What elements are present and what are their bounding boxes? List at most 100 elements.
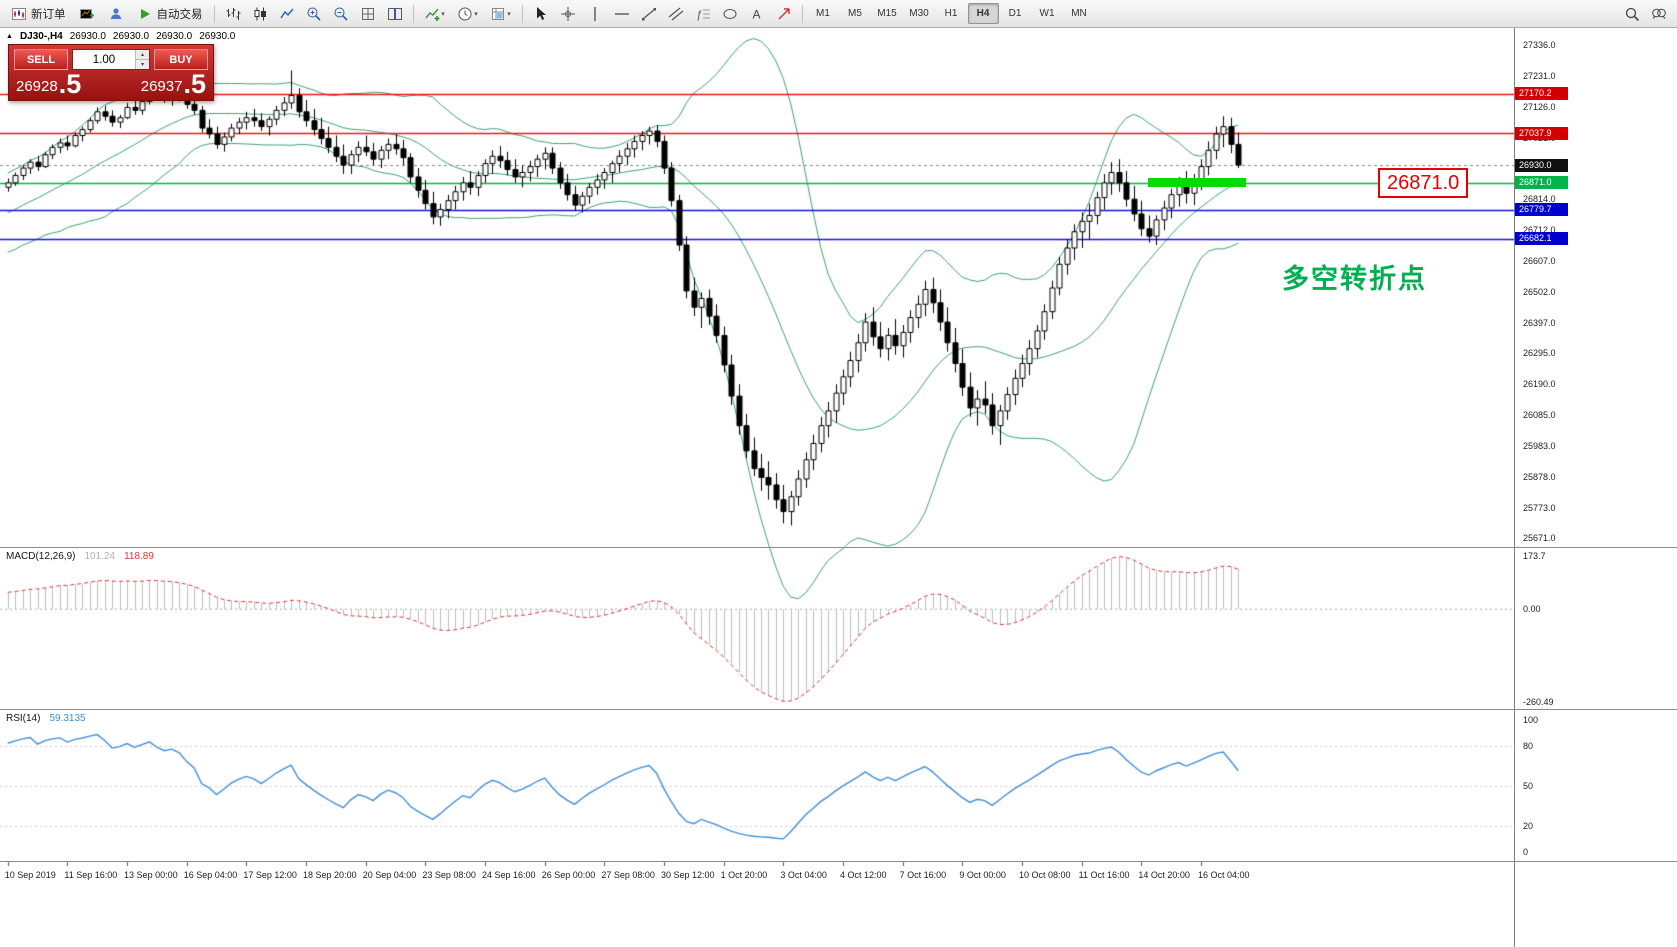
autotrading-button[interactable]: 自动交易	[131, 2, 209, 26]
symbol-header: ▲ DJ30-,H4 26930.0 26930.0 26930.0 26930…	[6, 31, 235, 42]
timeframe-m30-button[interactable]: M30	[909, 8, 929, 19]
time-label: 7 Oct 16:00	[899, 870, 947, 880]
zoom-in-button[interactable]	[301, 2, 327, 26]
time-label: 3 Oct 04:00	[780, 870, 827, 880]
crosshair-button[interactable]	[555, 2, 581, 26]
crosshair-icon	[560, 6, 576, 22]
lot-input[interactable]	[73, 50, 135, 69]
tile-windows-button[interactable]	[382, 2, 408, 26]
time-label: 9 Oct 00:00	[959, 870, 1006, 880]
price-tag[interactable]: 26682.1	[1515, 232, 1568, 246]
time-label: 23 Sep 08:00	[422, 870, 476, 880]
macd-axis-label: 0.00	[1523, 604, 1541, 615]
channel-button[interactable]	[663, 2, 689, 26]
new-order-button[interactable]: 新订单	[5, 2, 72, 26]
rsi-title: RSI(14)	[6, 713, 41, 724]
arrow-label-button[interactable]	[771, 2, 797, 26]
templates-button[interactable]: ▾	[485, 2, 517, 26]
toolbar-separator	[521, 4, 523, 23]
price-tick: 26607.0	[1523, 255, 1556, 266]
rsi-axis-label: 20	[1523, 820, 1534, 831]
line-chart-icon	[279, 6, 295, 22]
timeframe-m5-button[interactable]: M5	[848, 8, 862, 19]
time-label: 10 Oct 08:00	[1018, 870, 1071, 880]
timeframe-h4-button[interactable]: H4	[967, 3, 999, 24]
fibonacci-button[interactable]: ƒ	[690, 2, 716, 26]
new-order-label: 新订单	[31, 8, 66, 21]
time-label: 26 Sep 00:00	[541, 870, 596, 880]
arrow-label-icon	[776, 6, 792, 22]
zoom-out-button[interactable]	[328, 2, 354, 26]
price-callout-label[interactable]: 26871.0	[1378, 168, 1469, 198]
horizontal-line-button[interactable]	[609, 2, 635, 26]
dropdown-caret-icon: ▾	[474, 10, 478, 18]
cursor-icon	[533, 6, 549, 22]
time-label: 24 Sep 16:00	[482, 870, 536, 880]
cursor-button[interactable]	[528, 2, 554, 26]
toolbar-separator	[801, 4, 803, 23]
bars-button[interactable]	[220, 2, 246, 26]
price-tag[interactable]: 26779.7	[1515, 203, 1568, 217]
timeframe-w1-button[interactable]: W1	[1039, 8, 1055, 19]
new-chart-button[interactable]	[73, 2, 101, 26]
indicators-button[interactable]: ▾	[419, 2, 451, 26]
current-price-tag: 26930.0	[1515, 158, 1568, 172]
toolbar-separator	[412, 4, 414, 23]
price-tag[interactable]: 26871.0	[1515, 176, 1568, 190]
sell-button[interactable]: SELL	[14, 49, 68, 70]
timeframe-d1-button[interactable]: D1	[1008, 8, 1022, 19]
sell-price[interactable]: 26928 .5	[16, 70, 81, 97]
lot-decrease-button[interactable]: ▾	[136, 60, 149, 69]
pane-separator-rsi[interactable]	[0, 709, 1677, 710]
chart-canvas[interactable]	[0, 28, 1514, 947]
rsi-value: 59.3135	[49, 713, 86, 724]
annotation-text[interactable]: 多空转折点	[1282, 264, 1427, 294]
autotrading-icon	[137, 6, 153, 22]
time-axis[interactable]: 10 Sep 2019 11 Sep 16:00 13 Sep 00:00 16 Se…	[0, 862, 1514, 947]
profiles-button[interactable]	[102, 2, 130, 26]
timeframe-m15-button[interactable]: M15	[877, 8, 897, 19]
find-symbol-button[interactable]	[1646, 2, 1672, 26]
shapes-button[interactable]	[717, 2, 743, 26]
trendline-button[interactable]	[636, 2, 662, 26]
timeframe-m1-button[interactable]: M1	[816, 8, 830, 19]
macd-main-value: 101.24	[84, 551, 116, 562]
pane-separator-time[interactable]	[0, 861, 1677, 862]
new-order-icon	[11, 6, 27, 22]
price-tick: 26295.0	[1523, 348, 1556, 359]
autotrading-label: 自动交易	[156, 8, 203, 21]
price-axis[interactable]: 27336.027231.027126.027021.026916.026814…	[1514, 28, 1677, 947]
macd-axis-label: 173.7	[1523, 551, 1546, 561]
periods-button[interactable]: ▾	[452, 2, 484, 26]
macd-signal-value: 118.89	[124, 551, 154, 562]
price-tick: 26712.0	[1523, 224, 1556, 235]
buy-price-main: 26937	[140, 77, 183, 95]
buy-button[interactable]: BUY	[154, 49, 208, 70]
rsi-axis-label: 0	[1523, 847, 1529, 857]
time-label: 14 Oct 20:00	[1138, 870, 1190, 880]
grid-button[interactable]	[355, 2, 381, 26]
highlight-bar[interactable]	[1148, 178, 1246, 187]
time-label: 18 Sep 20:00	[303, 870, 357, 880]
symbol-name: DJ30-,H4	[19, 31, 63, 42]
text-button[interactable]: A	[744, 2, 770, 26]
search-icon	[1624, 6, 1640, 22]
dropdown-caret-icon: ▾	[507, 10, 511, 18]
text-icon: A	[749, 6, 765, 22]
timeframe-mn-button[interactable]: MN	[1071, 8, 1087, 19]
price-tag[interactable]: 27037.9	[1515, 126, 1568, 140]
pane-separator-macd[interactable]	[0, 547, 1677, 548]
sell-price-main: 26928	[16, 77, 58, 95]
buy-price[interactable]: 26937 .5	[140, 69, 206, 99]
vertical-line-button[interactable]	[582, 2, 608, 26]
buy-price-pips: .5	[183, 69, 206, 99]
collapse-icon[interactable]: ▲	[6, 33, 13, 40]
line-chart-button[interactable]	[274, 2, 300, 26]
search-button[interactable]	[1619, 2, 1645, 26]
periods-icon	[457, 6, 473, 22]
price-tag[interactable]: 27170.2	[1515, 87, 1568, 101]
lot-increase-button[interactable]: ▴	[136, 50, 149, 60]
ohlc-open: 26930.0	[69, 31, 106, 42]
timeframe-h1-button[interactable]: H1	[944, 8, 958, 19]
candles-button[interactable]	[247, 2, 273, 26]
